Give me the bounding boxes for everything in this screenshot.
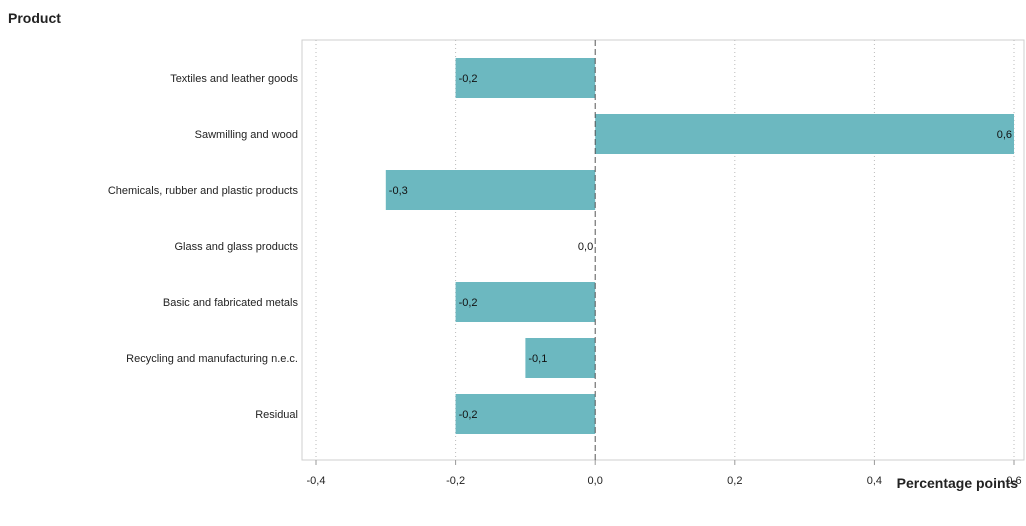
bar [525, 338, 596, 378]
bar [455, 282, 596, 322]
category-label: Textiles and leather goods [170, 73, 298, 85]
x-tick-label: 0,2 [727, 475, 742, 487]
bar [455, 394, 596, 434]
value-label: -0,2 [459, 409, 478, 421]
value-label: 0,6 [997, 129, 1012, 141]
category-label: Glass and glass products [174, 241, 298, 253]
bar [595, 114, 1014, 154]
category-label: Basic and fabricated metals [163, 297, 299, 309]
value-label: -0,3 [389, 185, 408, 197]
x-axis-title: Percentage points [896, 475, 1018, 491]
x-tick-label: 0,6 [1006, 475, 1021, 487]
bar [385, 170, 596, 210]
x-tick-label: -0,2 [446, 475, 465, 487]
x-tick-label: -0,4 [307, 475, 326, 487]
y-axis-title: Product [8, 10, 61, 26]
value-label: 0,0 [578, 241, 593, 253]
value-label: -0,1 [528, 353, 547, 365]
category-label: Residual [255, 409, 298, 421]
plot-frame [301, 39, 1025, 461]
value-label: -0,2 [459, 73, 478, 85]
x-tick-label: 0,0 [588, 475, 603, 487]
x-tick-label: 0,4 [867, 475, 882, 487]
bar [455, 58, 596, 98]
value-label: -0,2 [459, 297, 478, 309]
category-label: Recycling and manufacturing n.e.c. [126, 353, 298, 365]
category-label: Sawmilling and wood [195, 129, 298, 141]
category-label: Chemicals, rubber and plastic products [108, 185, 299, 197]
